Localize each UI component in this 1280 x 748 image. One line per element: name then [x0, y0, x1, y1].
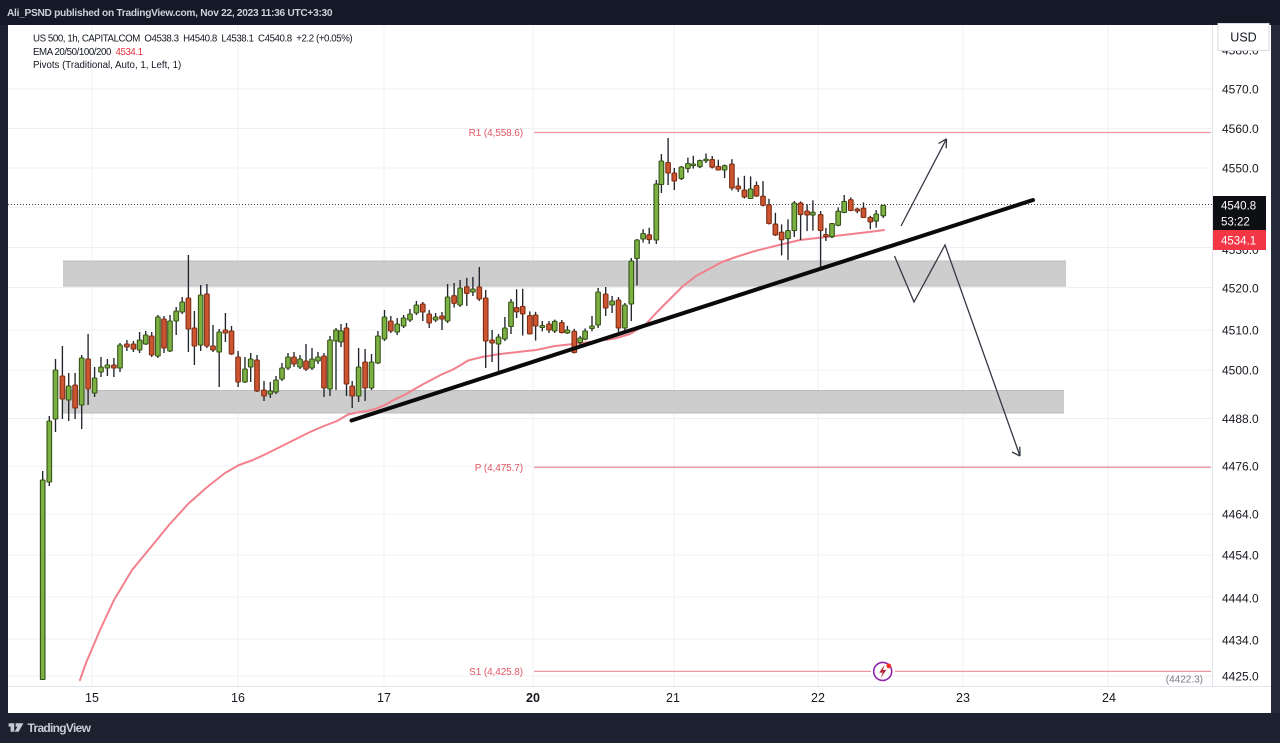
svg-text:4534.1: 4534.1 — [1221, 236, 1256, 248]
svg-text:S1 (4,425.8): S1 (4,425.8) — [469, 667, 523, 678]
svg-text:4476.0: 4476.0 — [1222, 460, 1259, 474]
svg-text:4500.0: 4500.0 — [1222, 364, 1259, 378]
svg-text:4464.0: 4464.0 — [1222, 508, 1259, 522]
svg-text:P (4,475.7): P (4,475.7) — [475, 463, 523, 474]
svg-text:4454.0: 4454.0 — [1222, 549, 1259, 563]
svg-text:USD: USD — [1230, 31, 1256, 45]
svg-text:(4422.3): (4422.3) — [1166, 675, 1203, 686]
svg-text:4425.0: 4425.0 — [1222, 670, 1259, 684]
svg-text:24: 24 — [1102, 691, 1116, 705]
svg-text:4550.0: 4550.0 — [1222, 162, 1259, 176]
svg-text:20: 20 — [526, 691, 540, 705]
svg-text:4540.8: 4540.8 — [1221, 201, 1256, 213]
svg-text:4488.0: 4488.0 — [1222, 412, 1259, 426]
svg-text:EMA 20/50/100/200 4534.1: EMA 20/50/100/200 4534.1 — [33, 47, 143, 58]
svg-text:Pivots (Traditional, Auto, 1,: Pivots (Traditional, Auto, 1, Left, 1) — [33, 60, 181, 71]
svg-text:TradingView: TradingView — [28, 721, 92, 735]
svg-text:4444.0: 4444.0 — [1222, 592, 1259, 606]
svg-text:4434.0: 4434.0 — [1222, 634, 1259, 648]
svg-text:53:22: 53:22 — [1221, 217, 1250, 229]
svg-text:16: 16 — [231, 691, 245, 705]
svg-text:4520.0: 4520.0 — [1222, 282, 1259, 296]
svg-text:Ali_PSND published on TradingV: Ali_PSND published on TradingView.com, N… — [7, 8, 333, 19]
svg-text:17: 17 — [377, 691, 391, 705]
svg-text:R1 (4,558.6): R1 (4,558.6) — [469, 128, 523, 139]
svg-text:4570.0: 4570.0 — [1222, 83, 1259, 97]
svg-text:22: 22 — [811, 691, 825, 705]
svg-text:US 500, 1h, CAPITALCOM O4538.: US 500, 1h, CAPITALCOM O4538.3 H4540.8 L… — [33, 33, 352, 44]
svg-text:21: 21 — [666, 691, 680, 705]
svg-text:4510.0: 4510.0 — [1222, 324, 1259, 338]
svg-text:23: 23 — [956, 691, 970, 705]
svg-text:15: 15 — [85, 691, 99, 705]
svg-text:4560.0: 4560.0 — [1222, 122, 1259, 136]
